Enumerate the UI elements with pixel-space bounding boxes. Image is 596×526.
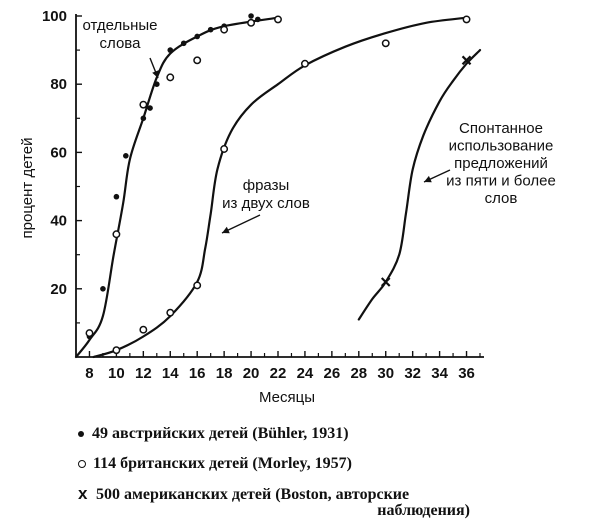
dot-marker-icon <box>78 431 84 438</box>
x-tick-label: 20 <box>243 365 260 382</box>
circle-marker <box>247 18 256 27</box>
x-tick-label: 12 <box>135 365 152 382</box>
x-tick-label: 26 <box>324 365 341 382</box>
circle-marker <box>193 281 202 290</box>
annotation-sentences: Спонтанное использование предложений из пят… <box>446 120 556 207</box>
annotation-line: Спонтанное <box>459 120 543 137</box>
legend-text: 49 австрийских детей (Bühler, 1931) <box>92 425 349 442</box>
y-tick-label: 40 <box>50 213 67 230</box>
y-axis-title: процент детей <box>19 138 36 239</box>
annotation-line: из двух слов <box>222 195 310 212</box>
dot-marker <box>207 26 214 33</box>
y-tick-label: 80 <box>50 76 67 93</box>
circle-marker <box>139 100 148 109</box>
x-tick-label: 18 <box>216 365 233 382</box>
circle-marker <box>166 308 175 317</box>
legend-text: 114 британских детей (Morley, 1957) <box>93 455 352 472</box>
x-tick-label: 34 <box>431 365 448 382</box>
x-tick-label: 36 <box>458 365 475 382</box>
y-tick-label: 60 <box>50 144 67 161</box>
y-tick-label: 20 <box>50 281 67 298</box>
dot-marker <box>113 193 120 200</box>
curve-annotations: отдельные слова фразы из двух слов Спонтанно… <box>83 17 556 212</box>
dot-marker <box>147 105 153 111</box>
circle-marker <box>85 329 94 338</box>
x-marker-icon: x <box>78 484 88 503</box>
dot-marker <box>123 153 129 159</box>
legend-entry-american-continued: наблюдения) <box>377 502 470 519</box>
annotation-single-words: отдельные слова <box>83 17 158 52</box>
curve-sentences <box>357 49 482 321</box>
annotation-line: отдельные <box>83 17 158 34</box>
data-markers <box>85 13 472 355</box>
annotation-line: использование <box>449 138 554 155</box>
annotation-line: из пяти и более <box>446 173 556 190</box>
circle-marker <box>166 73 175 82</box>
circle-marker <box>139 325 148 334</box>
x-marker <box>380 277 391 287</box>
x-marker <box>461 55 472 66</box>
y-tick-label: 100 <box>42 8 67 25</box>
annotation-line: слов <box>485 190 518 207</box>
arrowhead-icon <box>222 226 230 234</box>
dot-marker <box>248 13 254 19</box>
annotation-line: предложений <box>454 155 548 172</box>
legend-entry-british: 114 британских детей (Morley, 1957) <box>78 454 352 474</box>
x-tick-label: 24 <box>297 365 314 382</box>
annotation-line: слова <box>100 35 142 52</box>
dot-marker <box>180 40 187 47</box>
legend-entry-american: x 500 американских детей (Boston, авторск… <box>78 484 409 505</box>
x-tick-label: 30 <box>377 365 394 382</box>
circle-marker <box>112 230 121 239</box>
x-tick-label: 28 <box>350 365 367 382</box>
dot-marker <box>140 115 147 122</box>
chart: 8 10 12 14 16 18 20 22 24 26 28 30 32 34 36 20 40 60 80 100… <box>19 8 556 406</box>
leader-line <box>221 214 261 234</box>
circle-marker <box>274 15 282 24</box>
circle-marker <box>220 145 229 153</box>
x-tick-label: 8 <box>85 365 93 382</box>
circle-marker-icon <box>78 460 86 469</box>
x-tick-label: 10 <box>108 365 125 382</box>
circle-marker <box>462 15 471 24</box>
dot-marker <box>194 33 200 40</box>
circle-marker <box>381 39 390 48</box>
x-axis-title: Месяцы <box>259 389 315 406</box>
x-tick-label: 14 <box>162 365 179 382</box>
x-marker-stroke <box>380 277 391 287</box>
x-tick-label: 32 <box>404 365 421 382</box>
ticks: 8 10 12 14 16 18 20 22 24 26 28 30 32 34 36 20 40 60 80 100 <box>42 8 481 382</box>
x-marker-stroke <box>461 55 472 66</box>
dot-marker <box>154 81 160 87</box>
dot-marker <box>254 16 261 23</box>
circle-marker <box>300 59 309 68</box>
arrowhead-icon <box>424 175 432 183</box>
legend-text: 500 американских детей (Boston, авторски… <box>96 486 410 503</box>
dot-marker <box>167 47 174 53</box>
annotation-two-word-phrases: фразы из двух слов <box>222 177 310 212</box>
x-tick-label: 22 <box>270 365 287 382</box>
circle-marker <box>193 56 202 65</box>
circle-marker <box>220 25 229 34</box>
circle-marker <box>112 346 121 355</box>
dot-marker <box>100 286 106 292</box>
annotation-arrows <box>149 57 451 234</box>
x-tick-label: 16 <box>189 365 206 382</box>
arrowhead-icon <box>152 70 159 78</box>
annotation-line: фразы <box>243 177 290 194</box>
legend-entry-austrian: 49 австрийских детей (Bühler, 1931) <box>78 424 349 444</box>
